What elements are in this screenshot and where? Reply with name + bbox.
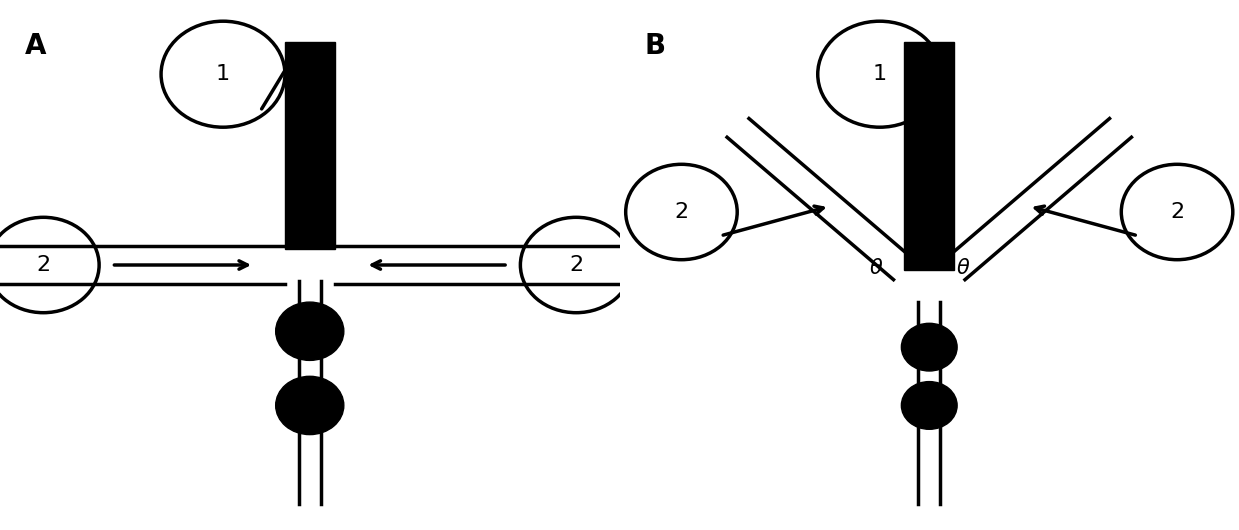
- Circle shape: [901, 323, 957, 371]
- Text: A: A: [25, 32, 46, 60]
- Circle shape: [901, 382, 957, 429]
- Bar: [904, 42, 954, 270]
- Circle shape: [275, 302, 343, 360]
- Circle shape: [275, 376, 343, 435]
- Text: 2: 2: [569, 255, 584, 275]
- Text: 1: 1: [216, 64, 230, 84]
- Text: $\theta$: $\theta$: [870, 258, 883, 278]
- Text: 2: 2: [674, 202, 689, 222]
- Text: $\theta$: $\theta$: [957, 258, 970, 278]
- Bar: [285, 42, 335, 249]
- Text: B: B: [644, 32, 665, 60]
- Text: 2: 2: [36, 255, 51, 275]
- Text: 2: 2: [1170, 202, 1184, 222]
- Text: 1: 1: [872, 64, 887, 84]
